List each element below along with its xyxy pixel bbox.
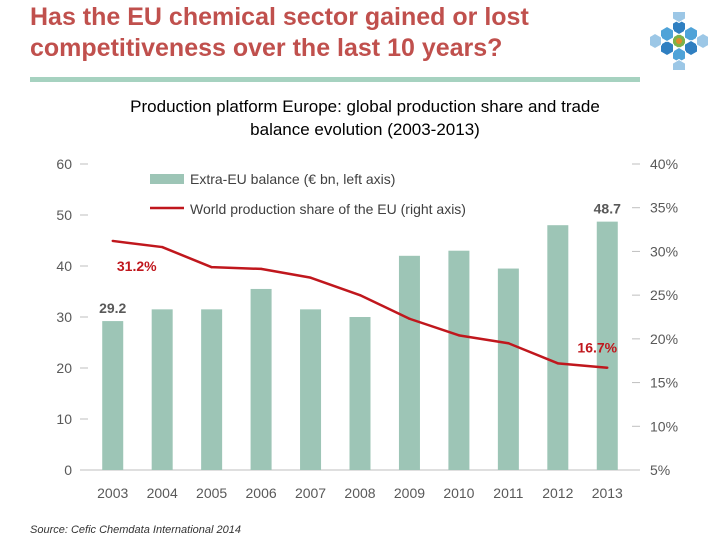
bar-2012 <box>547 225 569 470</box>
share-point-2005 <box>210 265 213 269</box>
data-label-line: 31.2% <box>117 258 157 274</box>
bar-2009 <box>398 255 420 470</box>
hexagon-cluster-logo-icon <box>650 12 708 70</box>
share-point-2013 <box>606 366 609 369</box>
legend-label-bar: Extra-EU balance (€ bn, left axis) <box>190 171 395 187</box>
logo-hex <box>660 39 674 57</box>
right-axis-ticks: 5% 10% 15% 20% 25% 30% 35% 40% <box>632 156 678 478</box>
line-series <box>111 239 609 369</box>
right-tick-label: 30% <box>650 243 678 259</box>
x-tick-label: 2012 <box>542 485 573 501</box>
bar-2003 <box>102 321 124 470</box>
logo-hex <box>672 12 686 24</box>
x-tick-label: 2011 <box>493 485 523 501</box>
x-axis-ticks: 2003 2004 2005 2006 2007 2008 2009 2010 2011 2012… <box>97 485 623 501</box>
logo-hex <box>660 25 674 43</box>
right-tick-label: 35% <box>650 200 678 216</box>
title-line-2: competitiveness over the last 10 years? <box>30 34 503 62</box>
left-tick-label: 20 <box>56 360 72 376</box>
title-line-1: Has the EU chemical sector gained or los… <box>30 3 529 31</box>
logo-hex <box>672 18 686 36</box>
logo-hex <box>684 39 698 57</box>
logo-center-dot <box>676 38 682 44</box>
subtitle-line-1: Production platform Europe: global produ… <box>130 97 600 116</box>
share-point-2008 <box>358 293 362 297</box>
bar-2013 <box>596 221 618 470</box>
legend: Extra-EU balance (€ bn, left axis) World… <box>150 171 466 217</box>
logo-hex <box>672 58 686 70</box>
share-point-2004 <box>160 245 164 249</box>
x-tick-label: 2004 <box>147 485 178 501</box>
left-tick-label: 60 <box>56 156 72 172</box>
bar-2010 <box>448 250 470 470</box>
data-label-bar: 48.7 <box>594 201 621 217</box>
share-point-2011 <box>507 342 510 345</box>
bar-2008 <box>349 317 371 470</box>
share-point-2006 <box>259 267 263 271</box>
bar-2005 <box>201 309 223 470</box>
x-tick-label: 2006 <box>246 485 277 501</box>
left-tick-label: 50 <box>56 207 72 223</box>
data-labels: 29.2 48.7 31.2% 16.7% <box>99 201 621 356</box>
combo-chart: 0 10 20 30 40 50 60 5% 10% 15% 20% 25% 30% 35% 40% 20… <box>56 156 678 501</box>
bar-series <box>102 221 618 470</box>
legend-swatch-bar <box>150 174 184 184</box>
bar-2004 <box>151 309 173 470</box>
share-point-2010 <box>457 334 461 337</box>
right-tick-label: 15% <box>650 375 678 391</box>
left-tick-label: 40 <box>56 258 72 274</box>
x-tick-label: 2003 <box>97 485 128 501</box>
source-note: Source: Cefic Chemdata International 201… <box>30 524 241 536</box>
right-tick-label: 25% <box>650 287 678 303</box>
left-axis-ticks: 0 10 20 30 40 50 60 <box>56 156 88 478</box>
chart-subtitle: Production platform Europe: global produ… <box>60 95 670 141</box>
right-tick-label: 20% <box>650 331 678 347</box>
page-title: Has the EU chemical sector gained or los… <box>30 2 640 64</box>
logo-hex <box>696 32 708 50</box>
logo-hex <box>650 32 662 50</box>
title-divider <box>30 77 640 82</box>
right-tick-label: 40% <box>650 156 678 172</box>
x-tick-label: 2007 <box>295 485 326 501</box>
x-tick-label: 2013 <box>592 485 623 501</box>
x-tick-label: 2005 <box>196 485 227 501</box>
share-point-2003 <box>111 239 114 243</box>
right-tick-label: 10% <box>650 418 678 434</box>
share-point-2007 <box>309 276 312 279</box>
left-tick-label: 10 <box>56 411 72 427</box>
data-label-line: 16.7% <box>577 340 617 356</box>
x-tick-label: 2010 <box>443 485 474 501</box>
bar-2006 <box>250 288 272 470</box>
legend-label-line: World production share of the EU (right … <box>190 201 466 217</box>
left-tick-label: 0 <box>64 462 72 478</box>
share-point-2009 <box>408 317 411 320</box>
share-point-2012 <box>556 362 560 365</box>
right-tick-label: 5% <box>650 462 670 478</box>
x-tick-label: 2009 <box>394 485 425 501</box>
logo-hex <box>684 25 698 43</box>
bar-2007 <box>300 309 322 470</box>
data-label-bar: 29.2 <box>99 300 126 316</box>
x-tick-label: 2008 <box>344 485 375 501</box>
bar-2011 <box>497 268 519 470</box>
subtitle-line-2: balance evolution (2003-2013) <box>250 120 480 139</box>
left-tick-label: 30 <box>56 309 72 325</box>
